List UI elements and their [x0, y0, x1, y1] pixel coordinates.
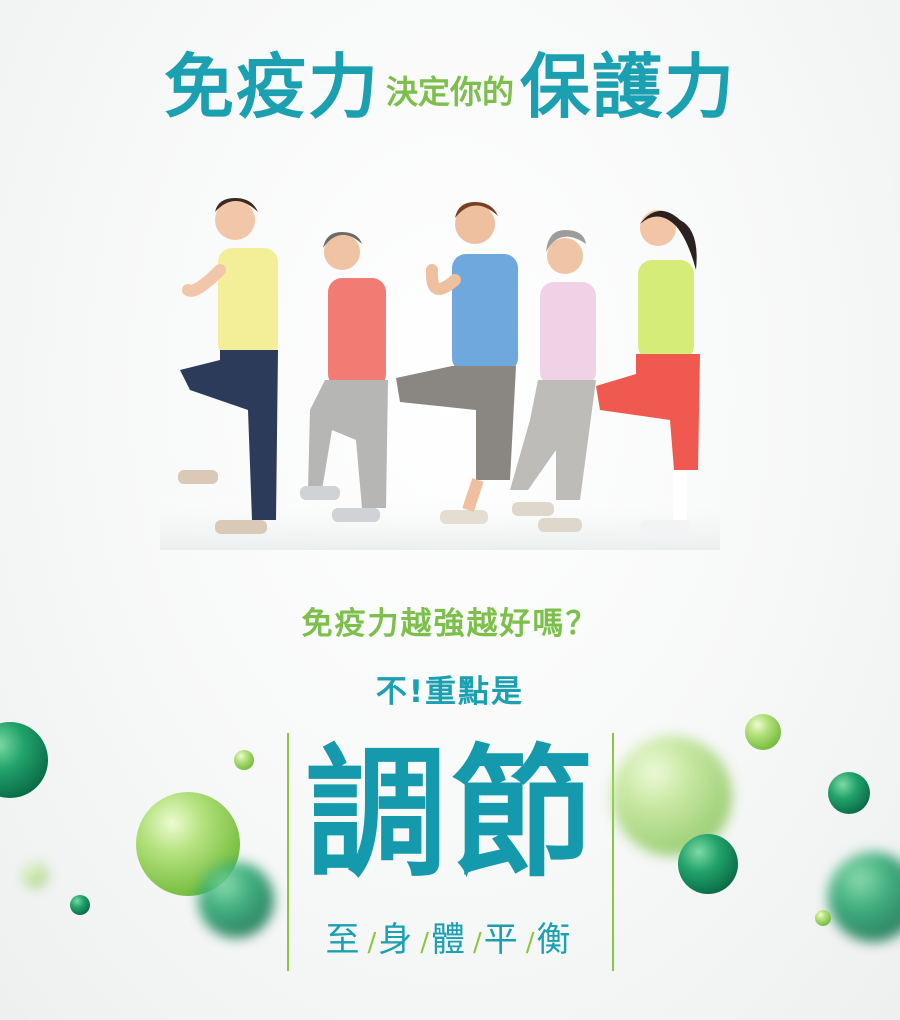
tagline-separator: /	[420, 928, 429, 958]
person-1	[178, 198, 278, 534]
tagline-separator: /	[525, 928, 535, 958]
headline-part3: 保護力	[520, 46, 736, 128]
tagline-word: 體	[431, 920, 471, 960]
person-4	[510, 230, 596, 532]
sphere-decoration	[0, 722, 48, 798]
sphere-decoration	[198, 862, 274, 938]
sphere-decoration	[678, 834, 738, 894]
tagline-word: 平	[483, 920, 524, 960]
headline-part2: 決定你的	[385, 73, 514, 111]
tagline-word: 身	[378, 920, 419, 960]
sphere-decoration	[828, 852, 900, 942]
exercise-group-photo	[160, 198, 720, 550]
sphere-decoration	[22, 862, 48, 888]
sphere-decoration	[234, 750, 254, 770]
person-5	[596, 210, 700, 534]
sphere-decoration	[828, 772, 870, 814]
tagline: 至/身/體/平/衡	[290, 912, 612, 961]
tagline-separator: /	[367, 928, 377, 958]
sphere-decoration	[745, 714, 781, 750]
headline: 免疫力 決定你的保護力	[0, 52, 900, 122]
answer-text: 不!重點是	[375, 674, 525, 710]
question-text: 免疫力越強越好嗎？	[301, 606, 599, 642]
tagline-word: 至	[325, 920, 366, 960]
key-word: 調節	[305, 732, 597, 897]
person-2	[300, 232, 388, 522]
tagline-separator: /	[473, 928, 482, 958]
right-divider	[612, 733, 614, 971]
sphere-decoration	[815, 910, 831, 926]
sphere-decoration	[70, 895, 90, 915]
person-3	[396, 202, 518, 524]
headline-part1: 免疫力	[163, 46, 380, 128]
left-divider	[287, 733, 289, 971]
tagline-word: 衡	[536, 920, 577, 960]
